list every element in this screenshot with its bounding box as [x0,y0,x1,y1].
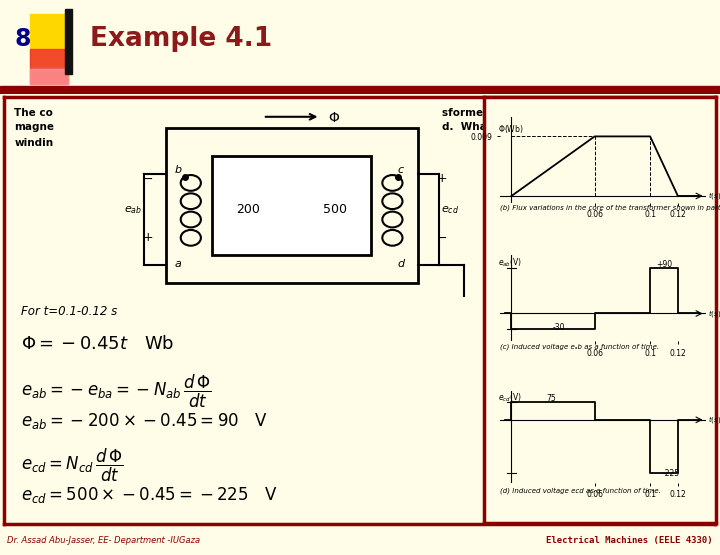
Text: d.  What is: d. What is [441,123,505,133]
Text: sformer s: sformer s [441,108,498,118]
Text: (d) Induced voltage eᴄd as a function of time.: (d) Induced voltage eᴄd as a function of… [500,487,661,494]
Text: 200: 200 [236,203,261,216]
Text: $e_{ab} = -200 \times -0.45 = 90\quad \mathrm{V}$: $e_{ab} = -200 \times -0.45 = 90\quad \m… [22,411,268,431]
Text: $\Phi(\mathrm{Wb})$: $\Phi(\mathrm{Wb})$ [498,123,523,135]
Bar [30,69,68,84]
Text: Example 4.1: Example 4.1 [90,26,272,52]
Text: $e_{ab}(\mathrm{V})$: $e_{ab}(\mathrm{V})$ [498,256,522,269]
Text: -225: -225 [662,469,680,478]
Text: 500: 500 [323,203,347,216]
Bar [30,49,68,84]
Bar [65,9,72,74]
Text: Dr. Assad Abu-Jasser, EE- Department -IUGaza: Dr. Assad Abu-Jasser, EE- Department -IU… [7,536,200,545]
Text: $e_{ab}$: $e_{ab}$ [124,204,143,215]
Text: $e_{ab} = -e_{ba} = -N_{ab}\,\dfrac{d\,\Phi}{dt}$: $e_{ab} = -e_{ba} = -N_{ab}\,\dfrac{d\,\… [22,373,212,410]
Text: $\Phi$: $\Phi$ [328,111,340,125]
Bar [166,128,418,283]
Text: windin: windin [14,138,53,148]
Text: $t(s)$: $t(s)$ [708,415,720,425]
Text: Electrical Machines (EELE 4330): Electrical Machines (EELE 4330) [546,536,713,545]
Text: c: c [397,165,404,175]
Text: $+$: $+$ [436,171,447,184]
Bar [0,87,720,94]
Bar [30,14,68,66]
Text: $e_{cd}(\mathrm{V})$: $e_{cd}(\mathrm{V})$ [498,392,521,404]
Text: $e_{cd}$: $e_{cd}$ [441,204,459,215]
Text: $\Phi = -0.45t\quad \mathrm{Wb}$: $\Phi = -0.45t\quad \mathrm{Wb}$ [22,335,175,352]
Text: +90: +90 [656,260,672,269]
Text: 8: 8 [15,27,32,51]
Bar [212,156,371,255]
Text: $t(s)$: $t(s)$ [708,190,720,201]
Text: $+$: $+$ [142,231,153,244]
Text: (b) Flux variations in the core of the transformer shown in part (a).: (b) Flux variations in the core of the t… [500,205,720,211]
Text: b: b [174,165,181,175]
Text: (c) Induced voltage eₐb as a function of time.: (c) Induced voltage eₐb as a function of… [500,344,660,350]
Text: The co: The co [14,108,53,118]
Text: $-$: $-$ [142,171,153,184]
Text: 75: 75 [546,394,556,403]
Text: -30: -30 [553,323,566,332]
Text: d: d [397,259,405,269]
Text: $-$: $-$ [436,231,446,244]
Text: a: a [174,259,181,269]
Text: $e_{cd} = 500 \times -0.45 = -225\quad \mathrm{V}$: $e_{cd} = 500 \times -0.45 = -225\quad \… [22,485,278,505]
Text: For t=0.1-0.12 s: For t=0.1-0.12 s [22,305,117,319]
Text: $e_{cd} = N_{cd}\,\dfrac{d\,\Phi}{dt}$: $e_{cd} = N_{cd}\,\dfrac{d\,\Phi}{dt}$ [22,447,124,484]
Text: $t(s)$: $t(s)$ [708,308,720,319]
Text: magne: magne [14,123,54,133]
